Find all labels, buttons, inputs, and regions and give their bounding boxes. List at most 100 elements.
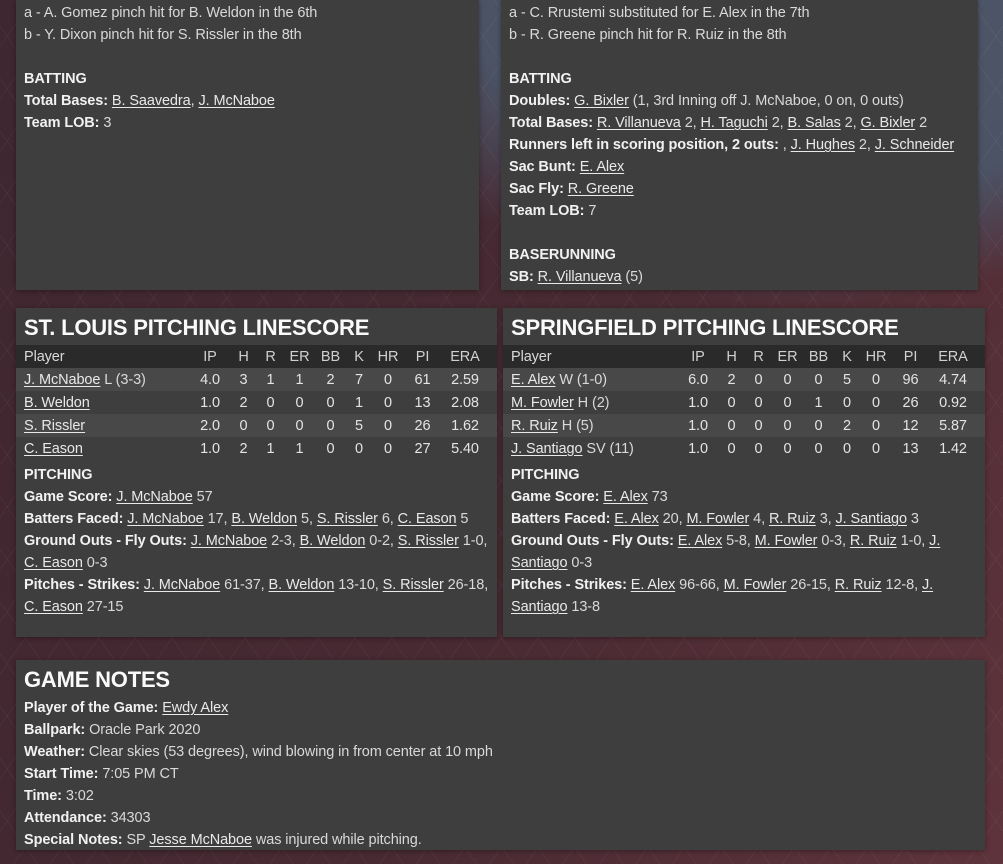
table-row: S. Rissler 2.0 0 0 0 0 5 0 26 1.62 (16, 414, 497, 437)
stat-line: Ballpark: Oracle Park 2020 (24, 722, 201, 738)
player-link[interactable]: J. McNaboe (116, 489, 193, 505)
table-row: J. Santiago SV (11) 1.0 0 0 0 0 0 0 13 1.42 (503, 437, 985, 460)
stat-cell: 1 (295, 440, 304, 457)
player-link[interactable]: G. Bixler (860, 115, 916, 131)
home-baserunning-section-title: BASERUNNING (509, 247, 616, 263)
stat-cell: 2 (239, 394, 248, 411)
stat-cell: 1.0 (688, 440, 708, 457)
player-link[interactable]: H. Taguchi (700, 115, 768, 131)
column-header: Player (511, 348, 552, 365)
player-link[interactable]: J. McNaboe (198, 93, 275, 109)
stat-cell: 0 (727, 440, 736, 457)
stat-cell: 5.87 (939, 417, 967, 434)
away-pitching-linescore-title: ST. LOUIS PITCHING LINESCORE (24, 315, 370, 340)
player-link[interactable]: Jesse McNaboe (149, 832, 252, 848)
table-row: E. Alex W (1-0) 6.0 2 0 0 0 5 0 96 4.74 (503, 368, 985, 391)
column-header: IP (203, 348, 217, 365)
stat-cell: 26 (902, 394, 919, 411)
home-pitching-linescore-table: Player IP H R ER BB K HR PI ERA E. Alex W (1-0) 6.0… (503, 345, 985, 460)
player-link[interactable]: R. Ruiz (834, 577, 882, 593)
player-link[interactable]: B. Salas (787, 115, 841, 131)
player-link[interactable]: S. Rissler (316, 511, 378, 527)
player-link[interactable]: M. Fowler (723, 577, 787, 593)
player-link[interactable]: M. Fowler (686, 511, 750, 527)
column-header: H (238, 348, 249, 365)
player-link[interactable]: C. Eason (397, 511, 457, 527)
stat-line: Doubles: G. Bixler (1, 3rd Inning off J.… (509, 93, 904, 109)
table-header-row: Player IP H R ER BB K HR PI ERA (16, 345, 497, 368)
player-link[interactable]: B. Saavedra (111, 93, 191, 109)
stat-line: Batters Faced: J. McNaboe 17, B. Weldon … (24, 511, 469, 527)
player-link[interactable]: E. Alex (614, 511, 659, 527)
player-link[interactable]: R. Ruiz (849, 533, 897, 549)
player-link[interactable]: B. Weldon (299, 533, 366, 549)
table-row: B. Weldon 1.0 2 0 0 0 1 0 13 2.08 (16, 391, 497, 414)
column-header: R (265, 348, 276, 365)
stat-cell: 0 (295, 394, 304, 411)
player-link[interactable]: J. Santiago (511, 577, 934, 615)
stat-label: Attendance: (24, 810, 107, 826)
away-pitching-section-title: PITCHING (24, 467, 93, 483)
stat-label: Weather: (24, 744, 85, 760)
player-link[interactable]: B. Weldon (268, 577, 335, 593)
player-link[interactable]: J. Santiago (835, 511, 908, 527)
stat-cell: 2 (326, 371, 335, 388)
player-link[interactable]: E. Alex (677, 533, 723, 549)
player-link[interactable]: M. Fowler (754, 533, 818, 549)
player-link[interactable]: J. McNaboe (127, 511, 204, 527)
player-link[interactable]: E. Alex (511, 371, 556, 388)
stat-cell: 2.59 (451, 371, 479, 388)
player-link[interactable]: J. McNaboe (143, 577, 221, 593)
stat-label: Special Notes: (24, 832, 123, 848)
stat-cell: 27 (414, 440, 431, 457)
player-link[interactable]: R. Villanueva (537, 269, 622, 285)
stat-cell: 0 (783, 371, 792, 388)
column-header: ERA (450, 348, 480, 365)
note-line: a - C. Rrustemi substituted for E. Alex … (509, 5, 810, 21)
player-link[interactable]: E. Alex (579, 159, 625, 175)
player-link[interactable]: E. Alex (630, 577, 676, 593)
player-link[interactable]: J. Santiago (511, 533, 941, 571)
player-link[interactable]: C. Eason (24, 440, 83, 457)
player-link[interactable]: R. Ruiz (511, 417, 558, 434)
player-link[interactable]: S. Rissler (24, 417, 86, 434)
player-link[interactable]: C. Eason (24, 555, 83, 571)
player-link[interactable]: J. McNaboe (24, 371, 101, 388)
stat-cell: 0 (843, 394, 851, 411)
column-header: ERA (938, 348, 968, 365)
home-pitching-linescore-title: SPRINGFIELD PITCHING LINESCORE (511, 315, 899, 340)
stat-line: Sac Fly: R. Greene (509, 178, 970, 200)
player-link[interactable]: R. Greene (567, 181, 634, 197)
stat-line: Batters Faced: E. Alex 20, M. Fowler 4, … (511, 511, 919, 527)
player-link[interactable]: R. Ruiz (768, 511, 816, 527)
player-link[interactable]: B. Weldon (24, 394, 90, 411)
player-link[interactable]: E. Alex (603, 489, 648, 505)
column-header: ER (289, 348, 310, 365)
player-link[interactable]: J. Schneider (874, 137, 955, 153)
player-link[interactable]: S. Rissler (397, 533, 459, 549)
column-header: IP (691, 348, 705, 365)
column-header: HR (865, 348, 887, 365)
player-cell: M. Fowler H (2) (511, 394, 610, 411)
player-link[interactable]: R. Villanueva (596, 115, 681, 131)
stat-cell: 2 (239, 440, 248, 457)
stat-label: Batters Faced: (24, 511, 124, 527)
player-link[interactable]: J. Santiago (511, 440, 583, 457)
player-link[interactable]: M. Fowler (511, 394, 574, 411)
player-link[interactable]: B. Weldon (231, 511, 298, 527)
stat-cell: 13 (902, 440, 919, 457)
table-row: J. McNaboe L (3-3) 4.0 3 1 1 2 7 0 61 2.59 (16, 368, 497, 391)
stat-cell: 0 (754, 440, 763, 457)
player-link[interactable]: J. Hughes (790, 137, 855, 153)
home-batting-lines: Doubles: G. Bixler (1, 3rd Inning off J.… (509, 90, 970, 222)
stat-cell: 2.08 (451, 394, 479, 411)
player-link[interactable]: C. Eason (24, 599, 83, 615)
home-substitution-notes: a - C. Rrustemi substituted for E. Alex … (509, 2, 970, 46)
stat-label: SB: (509, 269, 534, 285)
player-link[interactable]: S. Rissler (382, 577, 444, 593)
player-link[interactable]: Ewdy Alex (162, 700, 229, 716)
note-line: b - R. Greene pinch hit for R. Ruiz in t… (509, 27, 787, 43)
player-link[interactable]: J. McNaboe (190, 533, 268, 549)
home-batting-section-title: BATTING (509, 71, 572, 87)
player-link[interactable]: G. Bixler (574, 93, 629, 109)
